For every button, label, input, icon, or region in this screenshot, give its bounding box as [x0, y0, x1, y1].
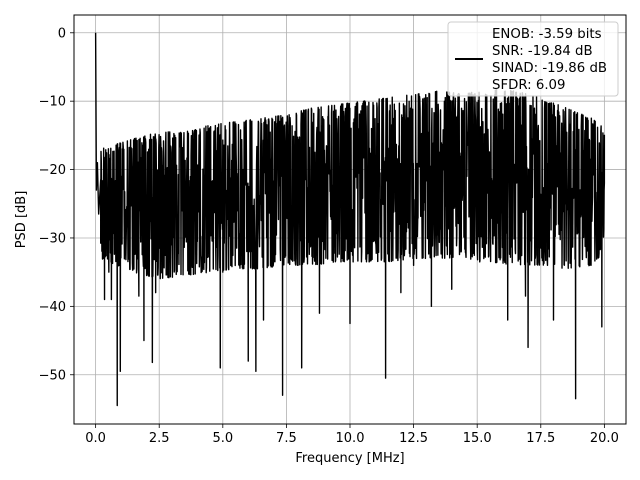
x-tick-label: 7.5	[276, 431, 297, 446]
legend-box	[447, 21, 619, 97]
plot-data	[94, 32, 606, 407]
y-axis: 0 −10 −20 −30 −40 −50	[39, 26, 74, 383]
x-axis: 0.0 2.5 5.0 7.5 10.0 12.5 15.0 17.5 20.0	[85, 424, 619, 446]
legend-entry-snr: SNR: -19.84 dB	[492, 44, 593, 59]
y-tick-label: 0	[58, 26, 66, 41]
legend-entry-sfdr: SFDR: 6.09	[492, 78, 565, 93]
x-tick-label: 2.5	[149, 431, 170, 446]
y-tick-label: −40	[39, 300, 66, 315]
x-axis-label: Frequency [MHz]	[295, 451, 404, 466]
x-tick-label: 5.0	[212, 431, 233, 446]
y-tick-label: −30	[39, 231, 66, 246]
x-tick-label: 0.0	[85, 431, 106, 446]
y-tick-label: −20	[39, 163, 66, 178]
legend: ENOB: -3.59 bits SNR: -19.84 dB SINAD: -…	[447, 21, 619, 97]
x-tick-label: 20.0	[590, 431, 619, 446]
x-tick-label: 12.5	[399, 431, 428, 446]
psd-trace	[94, 32, 606, 407]
y-tick-label: −10	[39, 95, 66, 110]
x-tick-label: 17.5	[526, 431, 555, 446]
legend-entry-sinad: SINAD: -19.86 dB	[492, 61, 607, 76]
y-axis-label: PSD [dB]	[14, 191, 29, 249]
x-tick-label: 10.0	[336, 431, 365, 446]
legend-entry-enob: ENOB: -3.59 bits	[492, 27, 602, 42]
x-tick-label: 15.0	[463, 431, 492, 446]
y-tick-label: −50	[39, 368, 66, 383]
